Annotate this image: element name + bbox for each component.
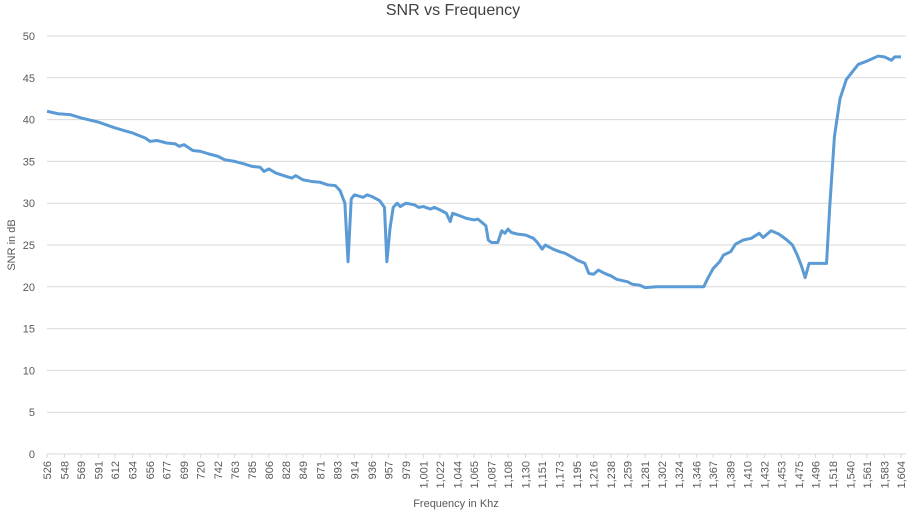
x-tick-label: 569 (76, 461, 88, 479)
x-tick-label: 1,410 (742, 461, 754, 489)
x-tick-label: 1,238 (606, 461, 618, 489)
y-tick-label: 0 (29, 449, 35, 461)
x-tick-label: 1,604 (896, 461, 908, 489)
x-tick-label: 1,281 (640, 461, 652, 489)
x-tick-label: 612 (110, 461, 122, 479)
x-tick-label: 634 (128, 461, 140, 479)
x-tick-label: 1,195 (572, 461, 584, 489)
y-tick-label: 5 (29, 407, 35, 419)
y-tick-label: 35 (23, 156, 35, 168)
x-tick-label: 591 (93, 461, 105, 479)
x-tick-label: 1,087 (486, 461, 498, 489)
x-tick-label: 1,561 (862, 461, 874, 489)
x-tick-label: 1,108 (503, 461, 515, 489)
x-tick-label: 1,173 (555, 461, 567, 489)
x-tick-label: 914 (349, 461, 361, 479)
x-tick-label: 1,583 (879, 461, 891, 489)
y-tick-label: 20 (23, 282, 35, 294)
x-tick-label: 677 (162, 461, 174, 479)
x-tick-label: 548 (59, 461, 71, 479)
x-tick-label: 828 (281, 461, 293, 479)
x-tick-label: 849 (298, 461, 310, 479)
y-axis-title: SNR in dB (6, 219, 18, 270)
x-tick-label: 785 (247, 461, 259, 479)
x-axis-title: Frequency in Khz (413, 498, 499, 510)
x-tick-label: 1,540 (845, 461, 857, 489)
y-tick-label: 25 (23, 240, 35, 252)
x-tick-label: 526 (42, 461, 54, 479)
x-tick-label: 806 (264, 461, 276, 479)
x-tick-label: 957 (383, 461, 395, 479)
x-tick-label: 1,453 (776, 461, 788, 489)
x-tick-label: 1,518 (828, 461, 840, 489)
x-tick-label: 1,065 (469, 461, 481, 489)
chart-title: SNR vs Frequency (386, 2, 520, 19)
x-tick-label: 763 (230, 461, 242, 479)
x-tick-label: 1,302 (657, 461, 669, 489)
x-tick-label: 1,022 (435, 461, 447, 489)
y-tick-label: 30 (23, 198, 35, 210)
x-tick-label: 979 (401, 461, 413, 479)
y-tick-label: 15 (23, 324, 35, 336)
x-tick-label: 1,475 (794, 461, 806, 489)
x-tick-label: 893 (333, 461, 345, 479)
data-line (46, 54, 901, 290)
x-tick-label: 656 (145, 461, 157, 479)
x-tick-label: 1,389 (726, 461, 738, 489)
x-tick-label: 1,001 (418, 461, 430, 489)
x-tick-label: 742 (213, 461, 225, 479)
x-tick-label: 1,044 (452, 461, 464, 489)
x-tick-label: 936 (367, 461, 379, 479)
y-tick-label: 40 (23, 115, 35, 127)
y-tick-label: 45 (23, 73, 35, 85)
x-tick-label: 1,259 (623, 461, 635, 489)
x-tick-label: 720 (196, 461, 208, 479)
y-tick-label: 10 (23, 365, 35, 377)
x-tick-label: 1,151 (537, 461, 549, 489)
x-tick-label: 699 (179, 461, 191, 479)
x-tick-label: 1,367 (708, 461, 720, 489)
x-tick-label: 871 (315, 461, 327, 479)
x-tick-label: 1,346 (692, 461, 704, 489)
x-tick-label: 1,216 (589, 461, 601, 489)
y-tick-label: 50 (23, 31, 35, 43)
x-tick-label: 1,496 (810, 461, 822, 489)
x-tick-label: 1,324 (674, 461, 686, 489)
x-tick-label: 1,432 (760, 461, 772, 489)
x-tick-label: 1,130 (520, 461, 532, 489)
